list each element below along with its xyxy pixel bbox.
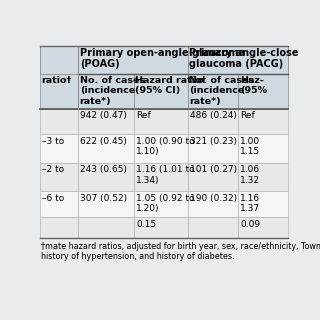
Bar <box>134 74 188 108</box>
Text: No. of cases
(incidence
rate*): No. of cases (incidence rate*) <box>80 76 145 106</box>
Text: Primary angle-close
glaucoma (PACG): Primary angle-close glaucoma (PACG) <box>189 48 298 69</box>
Bar <box>134 191 188 217</box>
Bar <box>188 134 238 163</box>
Bar <box>134 217 188 238</box>
Bar <box>40 74 78 108</box>
Bar <box>78 46 188 74</box>
Bar <box>188 108 238 134</box>
Bar <box>188 217 238 238</box>
Bar <box>238 163 288 191</box>
Bar <box>78 74 134 108</box>
Text: 243 (0.65): 243 (0.65) <box>80 165 127 174</box>
Text: Ref: Ref <box>240 111 255 120</box>
Text: Ref: Ref <box>136 111 151 120</box>
Text: –6 to: –6 to <box>42 194 64 203</box>
Bar <box>238 108 288 134</box>
Bar <box>238 74 288 108</box>
Bar <box>40 163 78 191</box>
Bar <box>78 108 134 134</box>
Bar <box>188 163 238 191</box>
Bar <box>238 134 288 163</box>
Text: 1.05 (0.92 to
1.20): 1.05 (0.92 to 1.20) <box>136 194 195 213</box>
Bar <box>134 134 188 163</box>
Text: Hazard ratio†
(95% CI): Hazard ratio† (95% CI) <box>135 76 207 95</box>
Text: 307 (0.52): 307 (0.52) <box>80 194 128 203</box>
Text: –2 to: –2 to <box>42 165 64 174</box>
Bar <box>134 163 188 191</box>
Bar <box>188 74 238 108</box>
Bar <box>40 46 78 74</box>
Bar <box>40 217 78 238</box>
Text: 101 (0.27): 101 (0.27) <box>189 165 237 174</box>
Text: Haz-
(95%: Haz- (95% <box>240 76 267 95</box>
Text: 1.00 (0.90 to
1.10): 1.00 (0.90 to 1.10) <box>136 137 195 156</box>
Text: 942 (0.47): 942 (0.47) <box>80 111 127 120</box>
Text: –3 to: –3 to <box>42 137 64 146</box>
Bar <box>188 46 288 74</box>
Text: 0.15: 0.15 <box>136 220 156 228</box>
Text: Primary open-angle glaucoma
(POAG): Primary open-angle glaucoma (POAG) <box>80 48 244 69</box>
Bar <box>78 134 134 163</box>
Text: 622 (0.45): 622 (0.45) <box>80 137 127 146</box>
Text: 0.09: 0.09 <box>240 220 260 228</box>
Text: 1.06
1.32: 1.06 1.32 <box>240 165 260 185</box>
Text: No. of cases
(incidence
rate*): No. of cases (incidence rate*) <box>189 76 254 106</box>
Text: 190 (0.32): 190 (0.32) <box>189 194 237 203</box>
Bar <box>40 191 78 217</box>
Bar <box>134 108 188 134</box>
Bar <box>238 191 288 217</box>
Text: 486 (0.24): 486 (0.24) <box>189 111 236 120</box>
Bar <box>78 217 134 238</box>
Bar <box>40 134 78 163</box>
Bar <box>78 191 134 217</box>
Text: 1.00
1.15: 1.00 1.15 <box>240 137 260 156</box>
Text: 1.16 (1.01 to
1.34): 1.16 (1.01 to 1.34) <box>136 165 195 185</box>
Text: ratio†: ratio† <box>41 76 71 85</box>
Bar <box>188 191 238 217</box>
Bar <box>40 46 288 74</box>
Bar <box>238 217 288 238</box>
Text: 1.16
1.37: 1.16 1.37 <box>240 194 260 213</box>
Bar <box>78 163 134 191</box>
Bar <box>40 108 78 134</box>
Text: †mate hazard ratios, adjusted for birth year, sex, race/ethnicity, Townsend
hist: †mate hazard ratios, adjusted for birth … <box>41 242 320 261</box>
Text: 321 (0.23): 321 (0.23) <box>189 137 236 146</box>
